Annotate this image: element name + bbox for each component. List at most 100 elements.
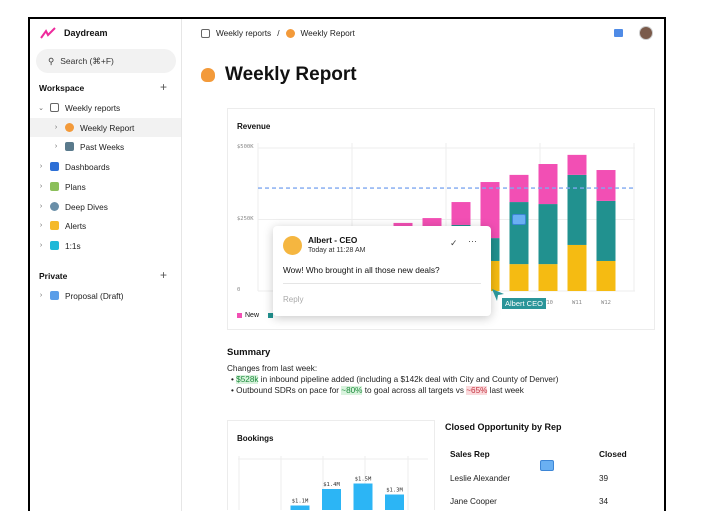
cursor-arrow-icon (492, 289, 504, 301)
revenue-bar-W12 (596, 200, 616, 261)
summary-bullet: • Outbound SDRs on pace for ~80% to goal… (231, 386, 524, 395)
app-logo[interactable]: Daydream (40, 27, 108, 39)
table-cell-closed: 39 (599, 474, 609, 483)
workspace-heading: Workspace (39, 83, 85, 93)
revenue-bar-W10 (538, 164, 558, 205)
item-label: 1:1s (65, 240, 81, 251)
x-tick-label: W12 (601, 300, 611, 306)
y-tick-label: $500K (237, 144, 254, 150)
diver-icon (50, 202, 59, 211)
item-label: Alerts (65, 220, 87, 231)
plans-icon (50, 182, 59, 191)
daydream-logo-icon (40, 27, 56, 39)
fingers-crossed-icon (65, 123, 74, 132)
y-tick-label: $250K (237, 216, 254, 222)
table-cell-closed: 34 (599, 497, 609, 506)
column-header-sales-rep[interactable]: Sales Rep (450, 449, 490, 459)
revenue-chart-title: Revenue (237, 122, 271, 131)
bullet-text: last week (487, 386, 524, 395)
breadcrumb: Weekly reports / Weekly Report (201, 28, 355, 38)
divider (283, 283, 481, 284)
bookings-data-label: $1.5M (355, 477, 372, 483)
search-icon: ⚲ (48, 55, 55, 66)
sidebar-item-dashboards[interactable]: › Dashboards (30, 157, 181, 176)
bookings-chart-card: Bookings $1.1M $1.4M $1.5M $1.3M (227, 420, 435, 510)
item-label: Proposal (Draft) (65, 290, 124, 301)
column-header-closed[interactable]: Closed (599, 449, 627, 459)
table-cell-rep: Leslie Alexander (450, 474, 511, 483)
chevron-right-icon[interactable]: › (39, 183, 43, 190)
comments-flag-icon[interactable] (614, 29, 623, 37)
revenue-bar-W9 (509, 264, 529, 291)
more-options-icon[interactable]: ··· (468, 236, 477, 246)
chevron-right-icon[interactable]: › (39, 292, 43, 299)
sidebar-item-plans[interactable]: › Plans (30, 177, 181, 196)
revenue-bar-W8 (480, 182, 500, 239)
camera-icon (65, 142, 74, 151)
highlight-negative: ~65% (466, 386, 488, 395)
app-name: Daydream (64, 28, 108, 38)
main-content: Weekly reports / Weekly Report Weekly Re… (183, 19, 664, 511)
fingers-crossed-icon (201, 68, 215, 82)
chevron-down-icon[interactable]: ⌄ (38, 104, 44, 112)
dashboard-icon (50, 162, 59, 171)
comment-marker-icon[interactable] (512, 214, 526, 225)
revenue-bar-W10 (538, 264, 558, 291)
megaphone-icon (50, 221, 59, 230)
chevron-right-icon[interactable]: › (54, 124, 58, 131)
add-private-page-button[interactable]: + (160, 268, 168, 282)
app-window: Daydream ⚲ Search (⌘+F) Workspace + ⌄ Wee… (28, 17, 666, 511)
y-tick-label: 0 (237, 287, 241, 293)
sidebar-item-alerts[interactable]: › Alerts (30, 216, 181, 235)
bookings-chart-title: Bookings (237, 434, 274, 443)
chevron-right-icon[interactable]: › (39, 222, 43, 229)
comment-author: Albert - CEO (308, 235, 358, 245)
breadcrumb-current[interactable]: Weekly Report (300, 28, 355, 38)
resolve-check-icon[interactable]: ✓ (450, 238, 458, 248)
x-tick-label: W10 (543, 300, 553, 306)
page-title: Weekly Report (201, 64, 357, 86)
comment-text: Wow! Who brought in all those new deals? (283, 265, 440, 275)
commenter-avatar (283, 236, 302, 255)
comment-popover: Albert - CEO Today at 11:28 AM ✓ ··· Wow… (273, 226, 491, 316)
chevron-right-icon[interactable]: › (39, 203, 43, 210)
closed-opportunity-title: Closed Opportunity by Rep (445, 422, 562, 432)
breadcrumb-separator: / (277, 28, 280, 38)
bookings-data-label: $1.1M (292, 499, 309, 505)
user-avatar[interactable] (639, 26, 653, 40)
chevron-right-icon[interactable]: › (39, 163, 43, 170)
comment-marker-icon[interactable] (540, 460, 554, 471)
bookings-chart: $1.1M $1.4M $1.5M $1.3M (238, 456, 428, 510)
sidebar-item-weekly-reports[interactable]: ⌄ Weekly reports (30, 98, 181, 117)
chevron-right-icon[interactable]: › (39, 242, 43, 249)
legend-swatch (268, 313, 274, 318)
legend-item-new[interactable]: New (237, 312, 274, 319)
add-workspace-page-button[interactable]: + (160, 80, 168, 94)
item-label: Weekly reports (65, 102, 121, 113)
bullet-text: Outbound SDRs on pace for (236, 386, 342, 395)
page-title-text: Weekly Report (225, 64, 357, 85)
summary-section: Summary Changes from last week: • $528k … (227, 347, 558, 395)
summary-heading: Summary (227, 347, 271, 358)
item-label: Weekly Report (80, 122, 135, 133)
chevron-right-icon[interactable]: › (54, 143, 58, 150)
table-cell-rep: Jane Cooper (450, 497, 497, 506)
revenue-bar-W12 (596, 170, 616, 201)
sidebar-item-past-weeks[interactable]: › Past Weeks (30, 137, 181, 156)
revenue-bar-W11 (567, 174, 587, 245)
item-label: Plans (65, 181, 86, 192)
breadcrumb-parent[interactable]: Weekly reports (216, 28, 272, 38)
bullet-text: in inbound pipeline added (including a $… (258, 375, 559, 384)
sidebar-item-deep-dives[interactable]: › Deep Dives (30, 197, 181, 216)
summary-bullet: • $528k in inbound pipeline added (inclu… (231, 375, 559, 384)
sidebar-item-1-1s[interactable]: › 1:1s (30, 236, 181, 255)
reply-input[interactable]: Reply (283, 295, 304, 304)
sidebar-item-weekly-report[interactable]: › Weekly Report (30, 118, 181, 137)
bookings-data-label: $1.3M (386, 488, 403, 494)
document-icon (50, 291, 59, 300)
sidebar-item-proposal-draft[interactable]: › Proposal (Draft) (30, 286, 181, 305)
search-input[interactable]: ⚲ Search (⌘+F) (36, 49, 176, 73)
bookings-bar (385, 494, 404, 510)
bookings-bar (290, 505, 310, 510)
legend-label: New (245, 312, 260, 319)
